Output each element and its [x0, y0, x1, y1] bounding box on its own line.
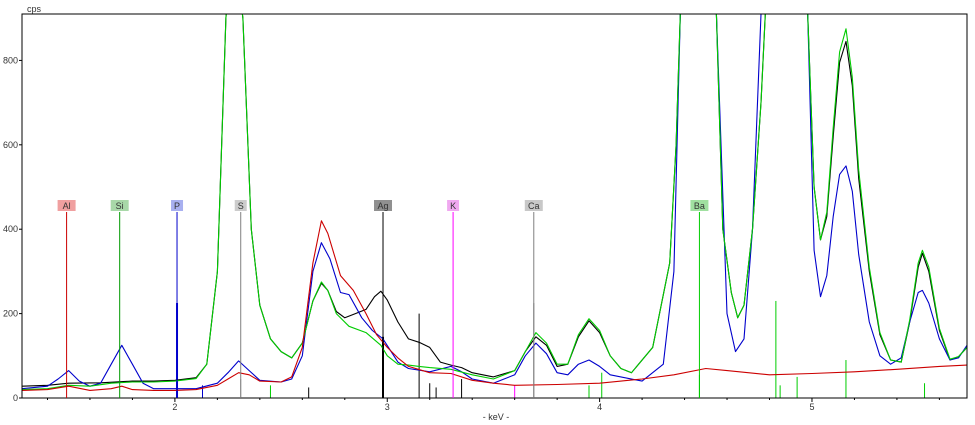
element-marker-box-ag [374, 200, 393, 211]
element-marker-label-si: Si [116, 201, 124, 211]
axis-ticks: 2 3 4 5 0 200 400 600 800 [3, 55, 940, 412]
y-tick-label-0: 0 [13, 393, 18, 403]
element-marker-box-al [57, 200, 76, 211]
y-tick-label-2: 400 [3, 224, 18, 234]
element-marker-box-ca [524, 200, 543, 211]
series-line-3 [22, 220, 967, 391]
element-markers: Al Si P S Ag K Ca Ba [57, 200, 709, 398]
element-marker-label-p: P [174, 201, 180, 211]
x-tick-label-0: 2 [172, 402, 177, 412]
element-marker-box-s [234, 200, 247, 211]
element-marker-label-k: K [450, 201, 456, 211]
x-unit-label: - keV - [483, 412, 510, 422]
y-tick-label-1: 200 [3, 309, 18, 319]
element-marker-box-si [110, 200, 129, 211]
x-tick-label-3: 5 [809, 402, 814, 412]
plot-frame [21, 13, 968, 399]
element-marker-box-p [171, 200, 184, 211]
x-tick-label-1: 3 [385, 402, 390, 412]
element-marker-label-s: S [238, 201, 244, 211]
element-marker-label-al: Al [63, 201, 71, 211]
element-marker-label-ca: Ca [528, 201, 540, 211]
y-tick-label-3: 600 [3, 140, 18, 150]
series-line-1 [22, 14, 967, 390]
element-marker-label-ag: Ag [378, 201, 389, 211]
element-marker-box-k [447, 200, 460, 211]
element-marker-label-ba: Ba [694, 201, 705, 211]
y-tick-label-4: 800 [3, 55, 18, 65]
x-tick-label-2: 4 [597, 402, 602, 412]
series-line-2 [22, 14, 967, 391]
element-marker-box-ba [690, 200, 709, 211]
y-unit-label: cps [27, 4, 42, 14]
